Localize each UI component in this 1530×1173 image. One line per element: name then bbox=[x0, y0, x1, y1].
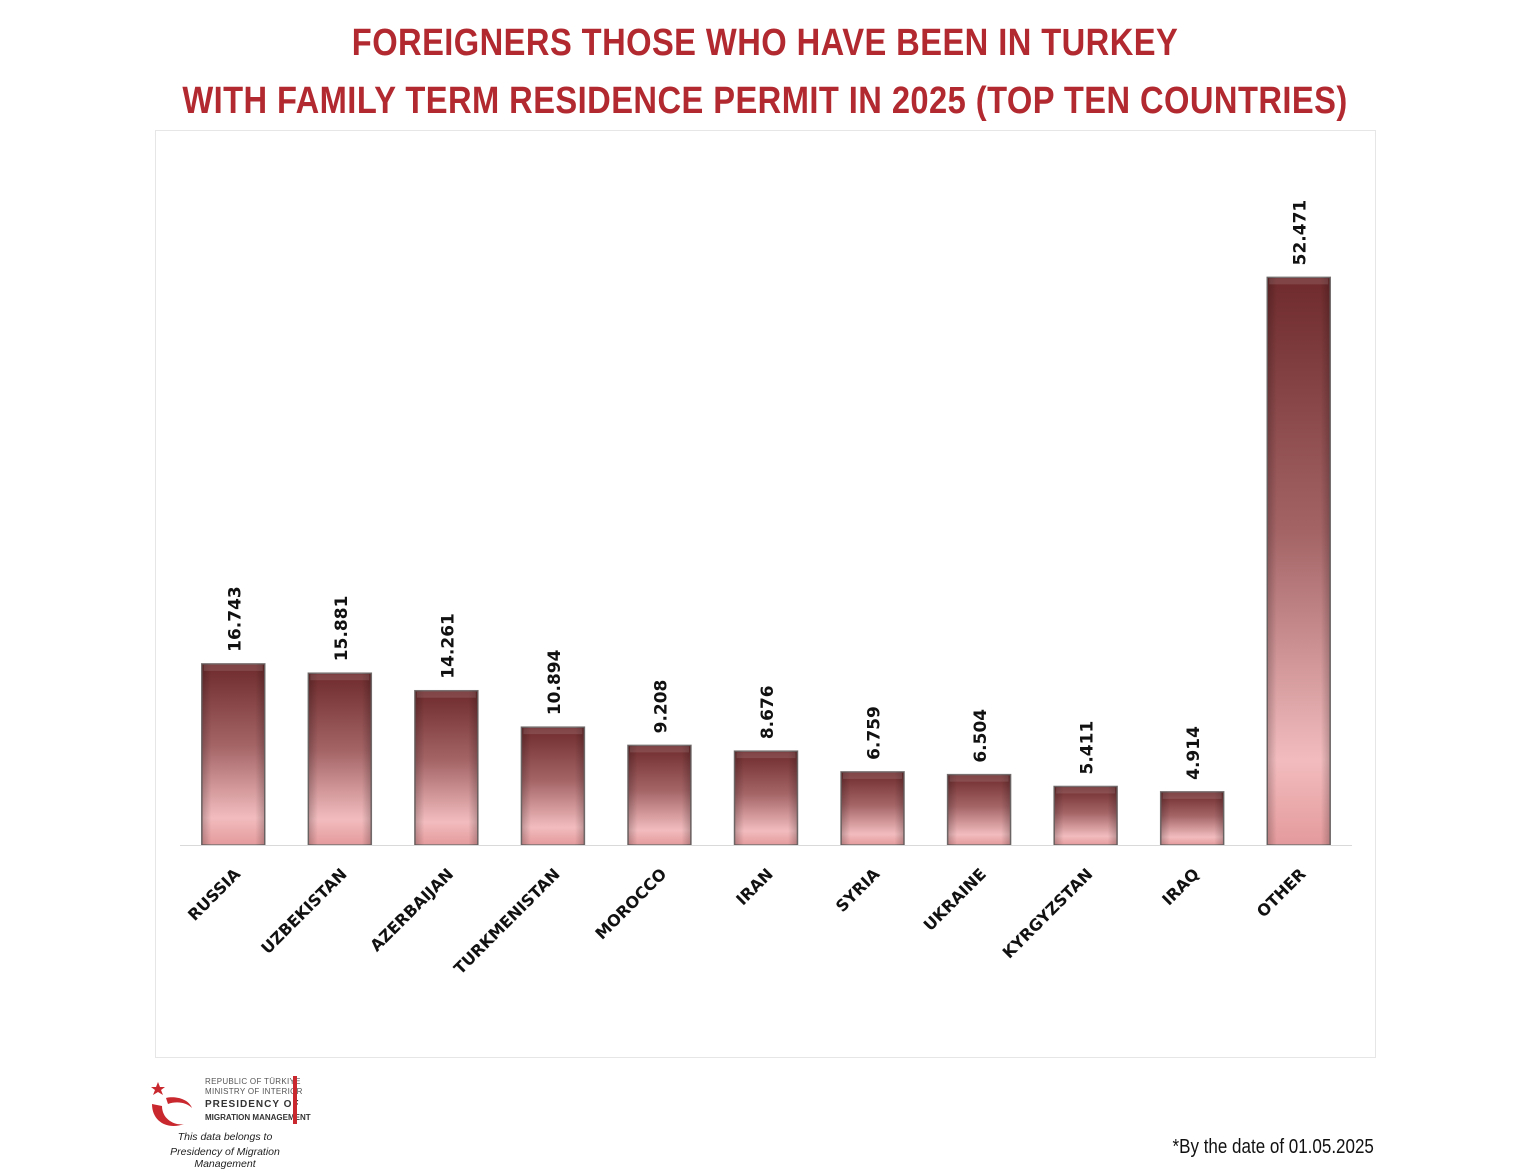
value-label: 14.261 bbox=[438, 613, 458, 679]
bar-uzbekistan bbox=[307, 672, 373, 846]
bar-azerbaijan bbox=[414, 689, 479, 846]
value-label: 9.208 bbox=[651, 680, 671, 734]
value-label: 6.504 bbox=[971, 709, 991, 763]
chart-title-line-1: FOREIGNERS THOSE WHO HAVE BEEN IN TURKEY bbox=[351, 22, 1179, 64]
data-source-line-1: This data belongs to bbox=[177, 1131, 273, 1143]
value-label: 52.471 bbox=[1291, 200, 1311, 266]
plot-area-frame bbox=[155, 130, 1376, 1058]
bar-turkmenistan bbox=[520, 726, 586, 846]
value-label: 8.676 bbox=[758, 685, 778, 739]
date-note: *By the date of 01.05.2025 bbox=[1172, 1136, 1374, 1158]
logo-line-migration: MIGRATION MANAGEMENT bbox=[205, 1113, 311, 1122]
bar-iran bbox=[733, 750, 799, 846]
value-label: 4.914 bbox=[1184, 726, 1204, 780]
category-label: SYRIA bbox=[832, 864, 884, 916]
category-label: RUSSIA bbox=[184, 864, 245, 925]
bar-kyrgyzstan bbox=[1053, 785, 1118, 846]
bar-russia bbox=[201, 663, 266, 846]
bar-ukraine bbox=[946, 773, 1012, 846]
bar-iraq bbox=[1159, 791, 1225, 846]
bar-other bbox=[1266, 276, 1331, 846]
data-source-line-2: Presidency of Migration Management bbox=[170, 1146, 280, 1170]
logo-accent-bar bbox=[293, 1076, 297, 1124]
category-label: UZBEKISTAN bbox=[257, 864, 350, 957]
category-label: AZERBAIJAN bbox=[366, 864, 457, 955]
presidency-logo-icon bbox=[151, 1082, 192, 1126]
category-label: TURKMENISTAN bbox=[450, 864, 564, 978]
chart-title-line-2: WITH FAMILY TERM RESIDENCE PERMIT IN 202… bbox=[182, 80, 1348, 122]
value-label: 10.894 bbox=[545, 649, 565, 715]
category-label: IRAQ bbox=[1158, 864, 1203, 909]
value-label: 16.743 bbox=[225, 586, 245, 652]
category-label: OTHER bbox=[1253, 864, 1310, 921]
value-label: 6.759 bbox=[865, 706, 885, 760]
value-label: 15.881 bbox=[332, 596, 352, 662]
logo-line-republic: REPUBLIC OF TÜRKIYE bbox=[205, 1077, 301, 1086]
category-label: UKRAINE bbox=[920, 864, 990, 934]
category-label: KYRGYZSTAN bbox=[999, 864, 1097, 962]
category-label: MOROCCO bbox=[591, 864, 670, 943]
bar-syria bbox=[840, 771, 905, 846]
logo-line-ministry: MINISTRY OF INTERIOR bbox=[205, 1087, 303, 1096]
bar-morocco bbox=[627, 744, 692, 846]
logo-line-presidency: PRESIDENCY OF bbox=[205, 1099, 300, 1110]
category-label: IRAN bbox=[732, 864, 777, 909]
value-label: 5.411 bbox=[1078, 721, 1098, 775]
